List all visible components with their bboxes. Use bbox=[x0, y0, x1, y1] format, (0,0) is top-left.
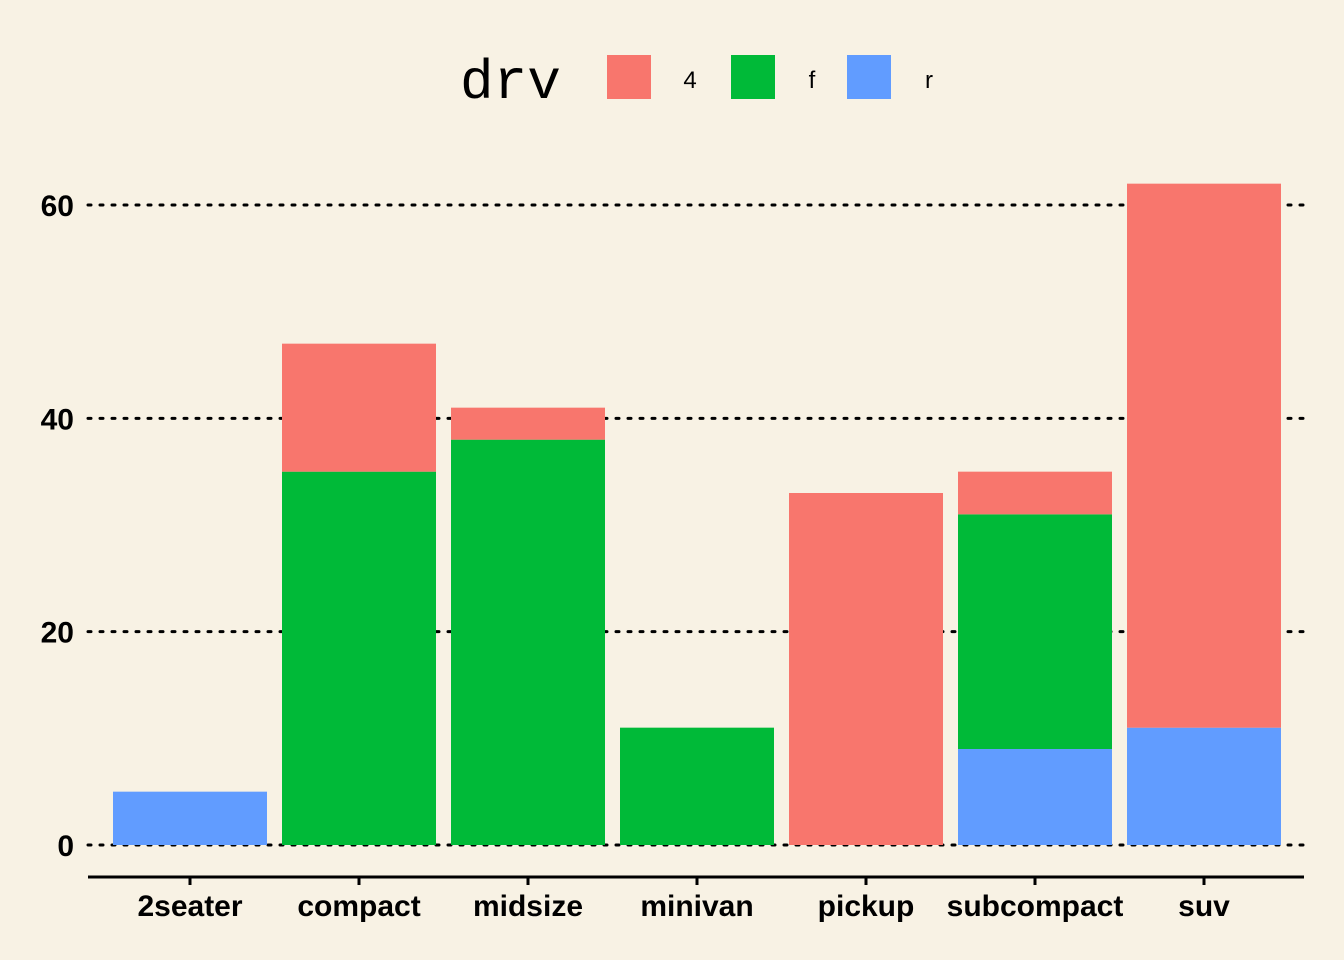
legend-key-4 bbox=[607, 55, 651, 99]
legend: drv 4 f r bbox=[460, 51, 933, 115]
bar-midsize-f bbox=[451, 439, 605, 845]
axes: 0 20 40 60 2seater compact midsize minivan picku… bbox=[41, 190, 1304, 923]
y-tick-label-20: 20 bbox=[41, 617, 74, 650]
legend-key-f bbox=[731, 55, 775, 99]
bar-minivan-f bbox=[620, 727, 774, 845]
y-tick-label-60: 60 bbox=[41, 190, 74, 223]
x-tick-label-compact: compact bbox=[297, 890, 420, 923]
bar-subcompact-4 bbox=[958, 471, 1112, 515]
bar-subcompact-r bbox=[958, 749, 1112, 845]
y-tick-label-0: 0 bbox=[57, 830, 74, 863]
bar-suv-r bbox=[1127, 727, 1281, 845]
bars bbox=[113, 183, 1281, 845]
x-tick-label-midsize: midsize bbox=[473, 890, 583, 923]
y-tick-label-40: 40 bbox=[41, 403, 74, 436]
bar-midsize-4 bbox=[451, 407, 605, 440]
legend-key-r bbox=[847, 55, 891, 99]
x-tick-label-minivan: minivan bbox=[640, 890, 753, 923]
bar-compact-4 bbox=[282, 343, 436, 472]
legend-label-r: r bbox=[925, 67, 933, 94]
x-tick-label-pickup: pickup bbox=[818, 890, 915, 923]
bar-pickup-4 bbox=[789, 493, 943, 845]
x-tick-label-suv: suv bbox=[1178, 890, 1230, 923]
bar-2seater-r bbox=[113, 791, 267, 845]
x-tick-label-2seater: 2seater bbox=[137, 890, 242, 923]
legend-label-f: f bbox=[809, 67, 816, 94]
x-tick-label-subcompact: subcompact bbox=[947, 890, 1124, 923]
bar-compact-f bbox=[282, 471, 436, 845]
bar-suv-4 bbox=[1127, 183, 1281, 728]
bar-subcompact-f bbox=[958, 514, 1112, 749]
legend-title: drv bbox=[460, 51, 561, 115]
legend-label-4: 4 bbox=[683, 67, 696, 94]
